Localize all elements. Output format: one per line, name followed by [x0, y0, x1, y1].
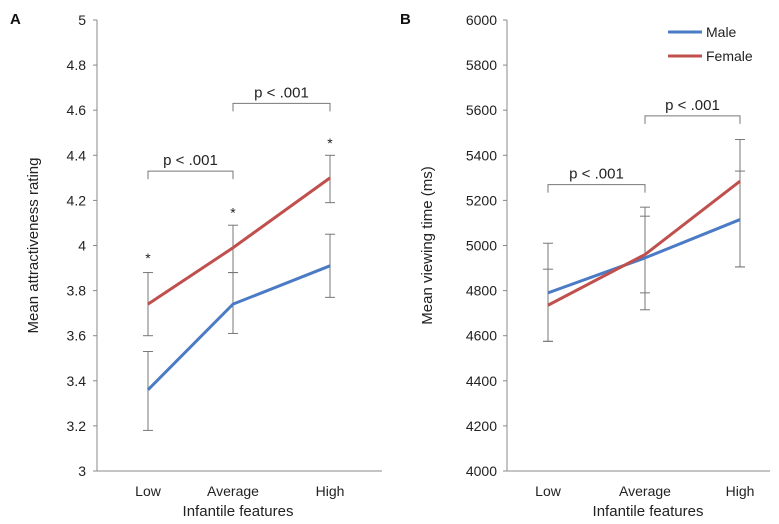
- panel-b-comparison-bracket: [644, 115, 741, 124]
- panel-a-comparison-bracket: [232, 102, 331, 112]
- panel-a-y-tick-label: 5: [78, 12, 86, 28]
- panel-a-x-axis-title: Infantile features: [183, 503, 294, 520]
- panel-b-y-tick-label: 4800: [466, 283, 497, 299]
- panel-a-y-tick-label: 4.4: [67, 147, 87, 163]
- panel-b-comparison-label: p < .001: [569, 166, 624, 183]
- panel-a-x-tick-label: Low: [135, 483, 162, 499]
- panel-a-y-tick-label: 4.8: [67, 57, 87, 73]
- panel-a-y-tick-label: 3.2: [67, 418, 87, 434]
- panel-b-legend-label-female: Female: [706, 48, 753, 64]
- panel-b-x-tick-label: Low: [535, 483, 562, 499]
- panel-b-y-tick-label: 4000: [466, 463, 497, 479]
- panel-b-comparison-bracket: [547, 184, 646, 193]
- panel-b-legend-label-male: Male: [706, 24, 737, 40]
- panel-b-x-tick-label: Average: [619, 483, 671, 499]
- panel-b-label: B: [400, 11, 411, 28]
- panel-a-y-tick-label: 4: [78, 238, 86, 254]
- panel-b-y-tick-label: 4200: [466, 418, 497, 434]
- panel-a-female-series-line: [147, 176, 331, 306]
- panel-b-y-tick-label: 5600: [466, 102, 497, 118]
- panel-b-y-tick-label: 5400: [466, 147, 497, 163]
- panel-a-x-tick-label: Average: [207, 483, 259, 499]
- panel-a-x-tick-label: High: [316, 483, 345, 499]
- panel-a-y-tick-label: 3.6: [67, 328, 87, 344]
- panel-b-comparison-label: p < .001: [665, 97, 720, 114]
- panel-a-y-tick-label: 3.4: [67, 373, 87, 389]
- panel-a-comparison-label: p < .001: [163, 152, 218, 169]
- panel-a-significance-star: *: [327, 135, 333, 151]
- panel-a-y-tick-label: 3: [78, 463, 86, 479]
- panel-a-y-tick-label: 3.8: [67, 283, 87, 299]
- panel-b-y-axis-title: Mean viewing time (ms): [419, 166, 436, 324]
- panel-b-y-tick-label: 5200: [466, 192, 497, 208]
- panel-a-significance-star: *: [230, 205, 236, 221]
- panel-a-y-tick-label: 4.2: [67, 192, 87, 208]
- panel-a-y-axis-title: Mean attractiveness rating: [25, 158, 42, 334]
- panel-b-y-tick-label: 4600: [466, 328, 497, 344]
- panel-a-comparison-label: p < .001: [254, 84, 309, 101]
- panel-b-y-tick-label: 5800: [466, 57, 497, 73]
- panel-a-label: A: [10, 11, 21, 28]
- panel-b-x-axis-title: Infantile features: [593, 503, 704, 520]
- panel-a-y-tick-label: 4.6: [67, 102, 87, 118]
- panel-a-significance-star: *: [145, 250, 151, 266]
- panel-b-female-series-line: [547, 180, 741, 307]
- panel-b-y-tick-label: 4400: [466, 373, 497, 389]
- panel-b-y-tick-label: 6000: [466, 12, 497, 28]
- panel-b-x-tick-label: High: [726, 483, 755, 499]
- panel-a-comparison-bracket: [147, 170, 234, 180]
- panel-b-y-tick-label: 5000: [466, 238, 497, 254]
